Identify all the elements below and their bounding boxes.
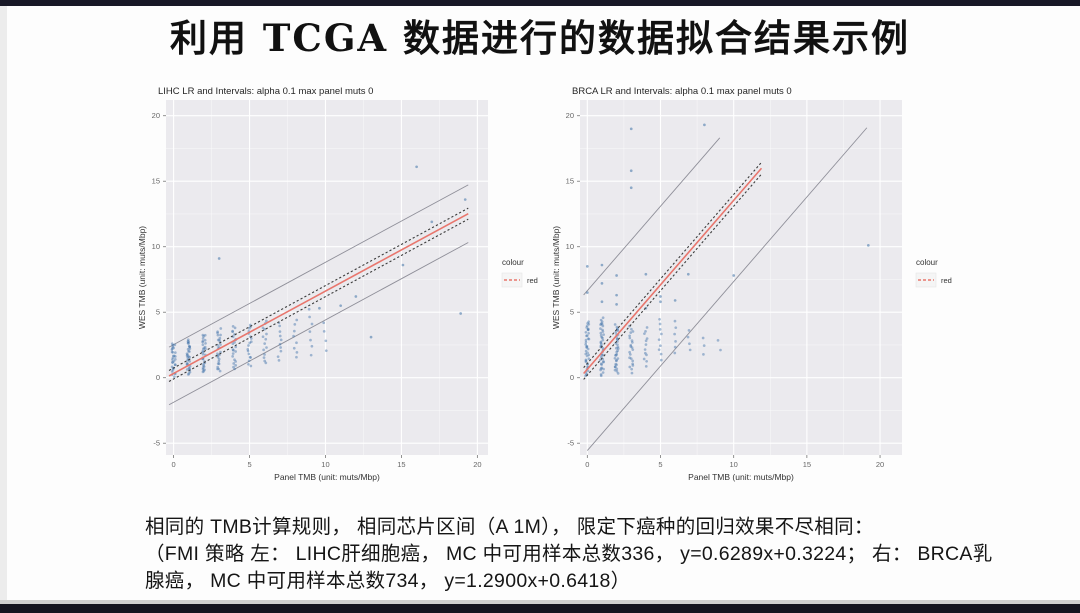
gridlines (580, 100, 902, 455)
prediction-interval-lines (583, 127, 868, 451)
svg-text:10: 10 (321, 460, 329, 469)
regression-fit-line (168, 212, 469, 377)
x-axis-label: Panel TMB (unit: muts/Mbp) (688, 472, 794, 482)
svg-text:15: 15 (566, 177, 574, 186)
svg-text:0: 0 (570, 373, 574, 382)
legend-title: colour (916, 258, 938, 267)
svg-text:15: 15 (397, 460, 405, 469)
svg-text:5: 5 (570, 308, 574, 317)
chart-title: LIHC LR and Intervals: alpha 0.1 max pan… (158, 86, 373, 97)
svg-text:0: 0 (172, 460, 176, 469)
svg-text:20: 20 (876, 460, 884, 469)
svg-text:-5: -5 (153, 439, 160, 448)
svg-text:20: 20 (566, 111, 574, 120)
chart-svg: BRCA LR and Intervals: alpha 0.1 max pan… (551, 86, 952, 482)
plot-panel (580, 100, 902, 455)
svg-text:15: 15 (803, 460, 811, 469)
svg-text:20: 20 (473, 460, 481, 469)
chart-svg: LIHC LR and Intervals: alpha 0.1 max pan… (137, 86, 538, 482)
x-axis-label: Panel TMB (unit: muts/Mbp) (274, 472, 380, 482)
scatter-points (584, 123, 870, 378)
svg-text:-5: -5 (567, 439, 574, 448)
svg-text:5: 5 (247, 460, 251, 469)
chart-title: BRCA LR and Intervals: alpha 0.1 max pan… (572, 86, 792, 97)
svg-text:0: 0 (156, 373, 160, 382)
legend-title: colour (502, 258, 524, 267)
svg-text:10: 10 (152, 242, 160, 251)
slide-title: 利用 TCGA 数据进行的数据拟合结果示例 (169, 16, 911, 60)
figure-lihc-plot: LIHC LR and Intervals: alpha 0.1 max pan… (137, 85, 558, 490)
svg-text:5: 5 (658, 460, 662, 469)
figure-brca-plot: BRCA LR and Intervals: alpha 0.1 max pan… (551, 85, 972, 490)
prediction-interval-lines (168, 184, 469, 406)
confidence-interval-lines (168, 207, 469, 382)
legend-entry-label: red (941, 276, 952, 285)
svg-text:20: 20 (152, 111, 160, 120)
axis-ticks: 0 5 10 15 20 -5 0 5 10 15 20 (152, 111, 482, 469)
confidence-interval-lines (583, 161, 762, 380)
gridlines (166, 100, 488, 455)
plot-panel (166, 100, 488, 455)
bottom-gray-line (0, 600, 1080, 604)
svg-text:0: 0 (585, 460, 589, 469)
caption-line-1: 相同的 TMB计算规则， 相同芯片区间（A 1M）， 限定下癌种的回归效果不尽相… (145, 516, 874, 538)
legend-entry-label: red (527, 276, 538, 285)
caption-block: 相同的 TMB计算规则， 相同芯片区间（A 1M）， 限定下癌种的回归效果不尽相… (145, 514, 993, 595)
axis-ticks: 0 5 10 15 20 -5 0 5 10 15 20 (566, 111, 885, 469)
left-edge-strip (0, 6, 7, 601)
regression-fit-line (583, 167, 763, 375)
svg-text:5: 5 (156, 308, 160, 317)
svg-text:15: 15 (152, 177, 160, 186)
scatter-points (170, 165, 467, 379)
bottom-border-bar (0, 604, 1080, 613)
svg-text:10: 10 (730, 460, 738, 469)
caption-line-3: 腺癌， MC 中可用样本总数734， y=1.2900x+0.6418） (145, 570, 631, 592)
y-axis-label: WES TMB (unit: muts/Mbp) (138, 226, 147, 329)
caption-line-2: （FMI 策略 左： LIHC肝细胞癌， MC 中可用样本总数336， y=0.… (145, 543, 993, 565)
top-border-bar (0, 0, 1080, 6)
svg-text:10: 10 (566, 242, 574, 251)
y-axis-label: WES TMB (unit: muts/Mbp) (552, 226, 561, 329)
